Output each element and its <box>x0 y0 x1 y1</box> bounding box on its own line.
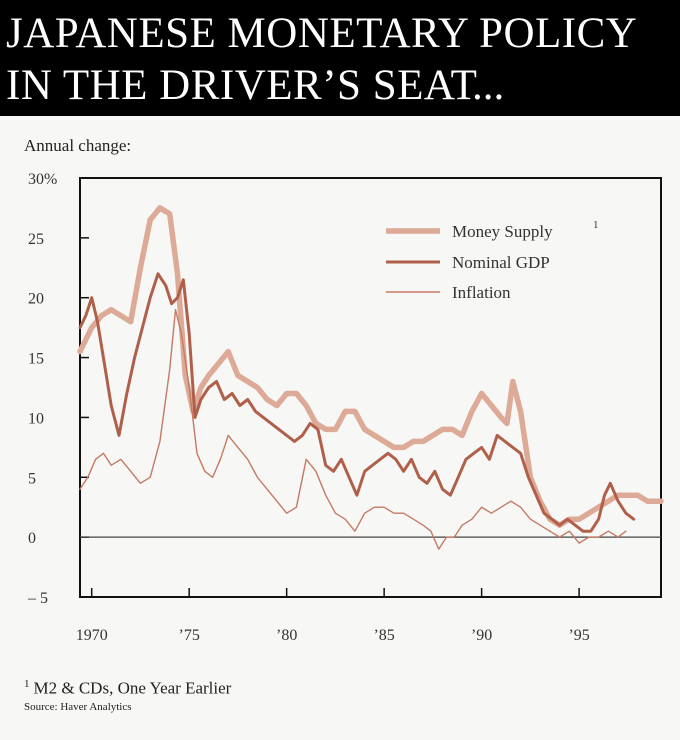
legend-label-nominal-gdp: Nominal GDP <box>452 253 550 272</box>
x-tick-label: ’85 <box>373 627 394 644</box>
title-ellipsis: ... <box>472 62 505 109</box>
source-note: Source: Haver Analytics <box>24 701 132 713</box>
y-tick-label: – 5 <box>27 590 48 607</box>
footnote-marker: 1 <box>24 678 30 690</box>
inflation-line <box>79 309 627 550</box>
chart-subtitle: Annual change: <box>24 136 132 155</box>
y-tick-label: 5 <box>28 470 36 487</box>
title-banner: JAPANESE MONETARY POLICY IN THE DRIVER’S… <box>0 0 680 116</box>
money-supply-line <box>77 205 664 528</box>
y-tick-label: 15 <box>28 351 44 368</box>
y-tick-label: 20 <box>28 291 44 308</box>
footnote: 1 M2 & CDs, One Year Earlier <box>24 678 231 699</box>
legend-label-inflation: Inflation <box>452 283 511 302</box>
title-line-1: JAPANESE MONETARY POLICY <box>6 10 638 57</box>
y-tick-label: 10 <box>28 410 44 427</box>
legend-label-money-supply: Money Supply <box>452 222 553 241</box>
x-tick-label: ’75 <box>179 627 200 644</box>
legend-superscript: 1 <box>593 219 599 231</box>
x-tick-label: ’90 <box>471 627 492 644</box>
y-tick-label: 0 <box>28 530 36 547</box>
x-tick-label: ’80 <box>276 627 297 644</box>
nominal-gdp-line <box>78 272 636 533</box>
y-tick-label: 30% <box>28 171 57 188</box>
plot-frame <box>79 177 662 598</box>
footnote-text: M2 & CDs, One Year Earlier <box>33 678 232 698</box>
x-tick-label: ’95 <box>568 627 589 644</box>
y-tick-label: 25 <box>28 231 44 248</box>
x-tick-label: 1970 <box>76 627 108 644</box>
title-line-2: IN THE DRIVER’S SEAT <box>6 62 478 109</box>
